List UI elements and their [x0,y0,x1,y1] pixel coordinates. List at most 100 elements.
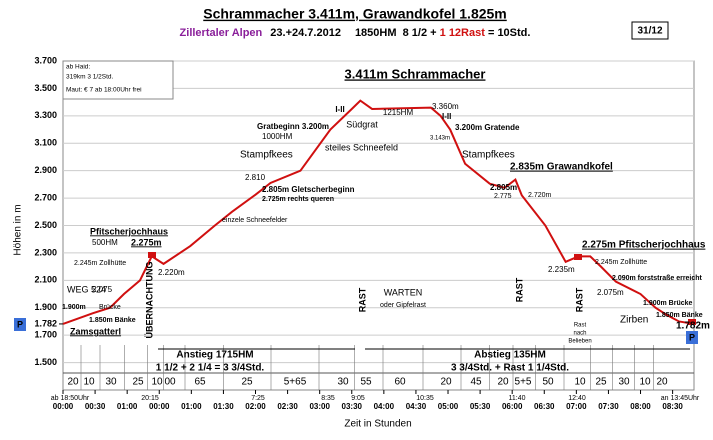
annotation: 2.235m [548,265,575,274]
duration: 10 [151,377,163,388]
plot: 1.500 1.700 1.900 2.100 2.300 2.500 2.700 2.900… [14,55,710,411]
x-tick-label: 04:00 [374,402,395,411]
y-tick-label: 1.700 [34,330,57,340]
duration: 5+65 [284,377,307,388]
duration: 10 [574,377,586,388]
x-tick-label: 06:00 [502,402,523,411]
x-tick-label: 00:30 [85,402,106,411]
y-tick-label: 2.700 [34,192,57,202]
annotation: WARTEN [384,287,423,297]
x-tick-label: 07:30 [598,402,619,411]
y-tick-label: 2.100 [34,275,57,285]
clock-label: an 13:45Uhr [661,395,700,402]
x-tick-label: 01:00 [181,402,202,411]
subtitle-stats: 1850HM 8 1/2 + [355,27,440,39]
annotation: nach [573,331,586,337]
annotation: 2.725m rechts queren [262,196,334,203]
annotation: 3.360m [432,102,459,111]
annotation: 1000HM [262,132,293,141]
annotation: WEG 524 [67,284,106,294]
parking: P [17,319,23,329]
annotation: 2.810 [245,173,266,182]
duration: 20 [67,377,79,388]
annotation: 2.835m Grawandkofel [510,162,613,173]
annotation: 2.075m [597,288,624,297]
x-tick-label: 00:00 [53,402,74,411]
elevation-line [62,99,695,325]
subtitle-region: Zillertaler Alpen [180,27,263,39]
x-tick-label: 02:00 [245,402,266,411]
annotation: 2.720m [528,192,552,199]
annotation: Abstieg 135HM [474,350,546,361]
duration: 10 [639,377,651,388]
y-tick-label: 3.700 [34,55,57,65]
x-tick-label: 04:30 [406,402,427,411]
annotation: Zirben [620,315,648,326]
annotation: 2.275m Pfitscherjochhaus [582,240,706,251]
annotation: RAST [514,277,524,302]
annotation: 1.900m Brücke [643,300,693,307]
duration: 25 [595,377,607,388]
info-text: 319km 3 1/2Std. [66,74,114,81]
annotation: 1.900m [62,304,86,311]
duration: 20 [656,377,668,388]
x-tick-label: 00:00 [149,402,170,411]
annotation: 3.200m Gratende [455,123,520,132]
duration: 60 [394,377,406,388]
annotation: 2.220m [158,268,185,277]
annotation: I-II [442,112,451,121]
annotation: Stampfkees [462,150,515,161]
clock-label: 20:15 [141,395,159,402]
badge-box [631,21,669,40]
annotation: 3.411m Schrammacher [345,66,486,81]
annotation: 2.775 [494,193,512,200]
info-text: Maut: € 7 ab 18:00Uhr frei [66,87,142,94]
badge: 31/12 [637,26,662,37]
x-tick-label: 03:00 [309,402,330,411]
hut-marker [688,319,696,325]
chart-title: Schrammacher 3.411m, Grawandkofel 1.825m [203,6,507,22]
clock-label: 8:35 [321,395,335,402]
y-tick-label: 2.300 [34,247,57,257]
duration: 10 [83,377,95,388]
hut-marker [574,254,582,260]
x-tick-label: 01:00 [117,402,138,411]
clock-label: ab 18:50Uhr [51,395,90,402]
info-box [62,60,174,100]
duration: 20 [440,377,452,388]
annotation: RAST [357,287,367,312]
annotation: Brücke [99,304,121,311]
annotation: Stampfkees [240,150,293,161]
duration: 00 [164,377,176,388]
duration: 50 [542,377,554,388]
x-tick-label: 05:30 [470,402,491,411]
annotation: 2.275m [131,237,162,247]
marker-tick-label: 1.782 [34,318,57,328]
annotation: Südgrat [346,119,378,129]
duration: 20 [497,377,509,388]
annotation: 2.090m forststraße erreicht [612,275,703,282]
y-tick-label: 3.100 [34,138,57,148]
annotation: 3.143m [430,136,450,142]
annotation: 500HM [92,238,118,247]
duration: 25 [241,377,253,388]
annotation: 1 1/2 + 2 1/4 = 3 3/4Std. [156,363,265,374]
annotation: 1.850m Bänke [89,317,136,324]
hut-marker [148,252,156,258]
x-tick-label: 02:30 [277,402,298,411]
y-axis-label: Höhen in m [13,204,24,255]
annotation: Anstieg 1715HM [176,350,253,361]
annotation: 1215HM [383,108,414,117]
annotation: RAST [574,287,584,312]
annotation: 3 3/4Std. + Rast 1 1/4Std. [451,363,569,374]
parking: P [689,332,695,342]
subtitle: Zillertaler Alpen 23.+24.7.2012 1850HM 8 1… [180,27,531,39]
duration: 25 [132,377,144,388]
annotation: oder Gipfelrast [380,302,426,309]
annotation: Zamsgatterl [70,326,121,336]
annotation: 1.850m Bänke [656,312,703,319]
subtitle-dates: 23.+24.7.2012 [270,27,341,39]
annotation: Rast [574,323,587,329]
x-tick-label: 07:00 [566,402,587,411]
